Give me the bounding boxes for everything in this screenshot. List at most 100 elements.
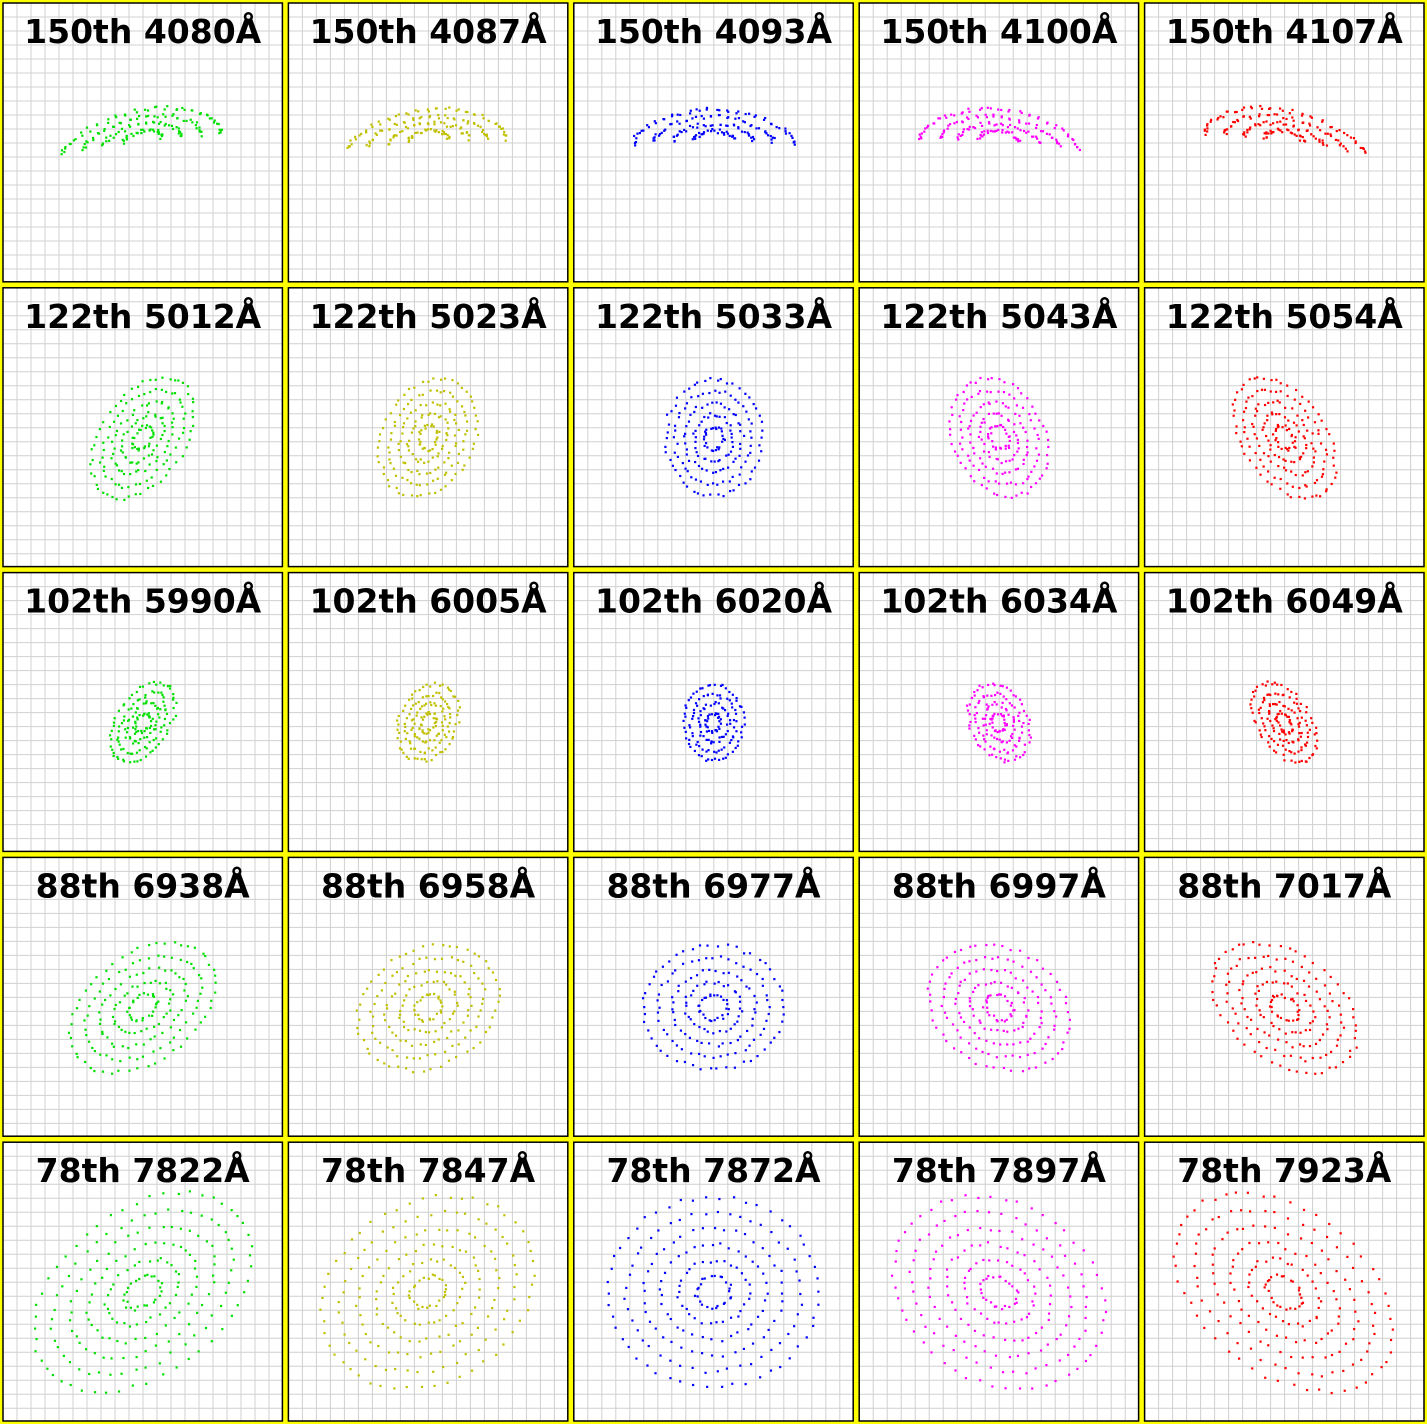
spot (1283, 982, 1286, 985)
spot (1329, 134, 1333, 138)
spot (432, 980, 435, 984)
spot (736, 1020, 739, 1023)
spot (737, 483, 741, 487)
spot (323, 1320, 326, 1323)
spot (1296, 1004, 1299, 1007)
spot (421, 1197, 424, 1200)
spot (677, 984, 680, 987)
spot (701, 1352, 704, 1355)
spot (685, 1001, 688, 1004)
spot (709, 412, 712, 415)
spot (726, 132, 730, 135)
spot (974, 381, 977, 384)
spot (705, 750, 708, 753)
spot (200, 977, 203, 980)
spot (976, 689, 979, 692)
spot (693, 749, 696, 753)
spot (1294, 950, 1297, 953)
spot (737, 1250, 740, 1253)
spot (668, 960, 671, 963)
spot (420, 758, 423, 761)
spot (366, 1047, 369, 1050)
spot (1010, 1001, 1013, 1005)
spot (735, 699, 738, 702)
spot (989, 129, 992, 133)
spot (1334, 1066, 1337, 1069)
spot (75, 1244, 78, 1248)
spot (390, 959, 393, 962)
spot (959, 461, 962, 464)
spot (1203, 128, 1206, 131)
spot (497, 1000, 500, 1003)
spot (719, 697, 722, 700)
spot (998, 750, 1002, 753)
spot (653, 120, 656, 123)
spot (165, 712, 169, 715)
spot (996, 713, 1000, 716)
spot (120, 722, 124, 725)
spot (95, 483, 98, 487)
spot (441, 724, 444, 727)
spot (405, 443, 409, 446)
spot (744, 1255, 747, 1258)
spot (162, 1192, 165, 1195)
spot (1257, 989, 1260, 993)
spot (135, 725, 138, 728)
spot (55, 1265, 59, 1268)
spot (679, 474, 682, 478)
spot (993, 748, 996, 751)
spot (979, 121, 982, 124)
spot (673, 451, 676, 454)
spot (1046, 462, 1049, 465)
spot (144, 469, 147, 473)
spot (989, 717, 992, 721)
spot (141, 424, 144, 427)
spot (1009, 971, 1012, 974)
spot (740, 725, 744, 728)
spot (398, 1013, 402, 1016)
spot (705, 428, 708, 431)
spot (247, 1233, 250, 1236)
spot (714, 471, 718, 474)
spot (171, 127, 175, 131)
spot (714, 389, 717, 392)
spot (159, 137, 162, 141)
spot (399, 440, 402, 443)
spot (1338, 144, 1341, 147)
spot (202, 952, 205, 955)
spot (968, 1026, 971, 1029)
spot (166, 105, 169, 108)
spot (405, 1067, 408, 1070)
spot (165, 459, 168, 462)
spot (954, 997, 957, 1001)
spot (1283, 759, 1286, 762)
spot (1006, 1030, 1009, 1033)
spot (685, 1251, 688, 1254)
spot (91, 458, 94, 462)
spot (684, 730, 687, 733)
spot (443, 473, 447, 476)
spot (151, 435, 154, 438)
spot (725, 999, 728, 1002)
spot (1245, 400, 1248, 403)
spot (950, 406, 953, 409)
spot (1008, 117, 1011, 120)
spot (1296, 992, 1299, 995)
spot (220, 1202, 223, 1205)
spot (1266, 113, 1269, 117)
spot (472, 1046, 475, 1050)
spot (195, 1285, 198, 1289)
spot (414, 702, 417, 705)
spot (154, 724, 157, 727)
spot (474, 1236, 477, 1239)
spot (951, 413, 954, 417)
spot (371, 138, 374, 141)
spot (1259, 104, 1262, 108)
spot (1299, 709, 1302, 713)
spot (638, 131, 642, 135)
spot (1243, 133, 1246, 136)
spot (701, 998, 704, 1002)
spot (1274, 702, 1277, 706)
spot (493, 1298, 496, 1302)
spot (374, 1037, 377, 1040)
